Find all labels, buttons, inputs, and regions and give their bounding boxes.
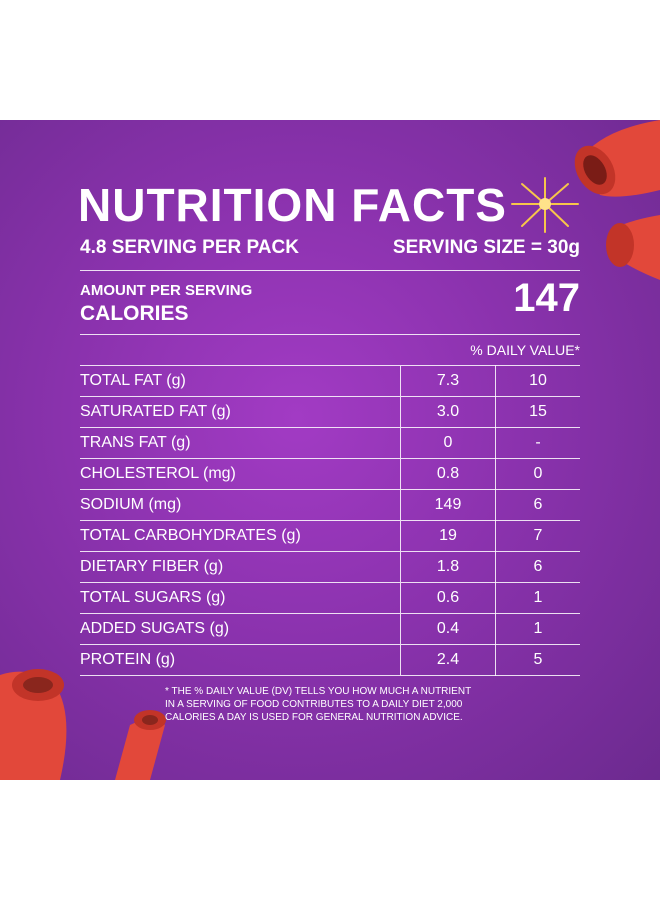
divider (80, 270, 580, 271)
nutrient-amount: 0 (400, 427, 496, 459)
nutrient-daily-value: - (495, 427, 580, 459)
table-row: TOTAL SUGARS (g) 0.6 1 (80, 582, 580, 614)
table-row: DIETARY FIBER (g) 1.8 6 (80, 551, 580, 583)
sparkle-icon (511, 177, 579, 233)
nutrient-name: TRANS FAT (g) (80, 427, 401, 459)
amount-per-serving-label: AMOUNT PER SERVING (80, 282, 253, 299)
nutrient-daily-value: 0 (495, 458, 580, 490)
nutrient-daily-value: 6 (495, 489, 580, 521)
table-row: SATURATED FAT (g) 3.0 15 (80, 396, 580, 428)
nutrient-amount: 0.4 (400, 613, 496, 645)
table-row: ADDED SUGATS (g) 0.4 1 (80, 613, 580, 645)
table-row: TOTAL CARBOHYDRATES (g) 19 7 (80, 520, 580, 552)
footnote-line: CALORIES A DAY IS USED FOR GENERAL NUTRI… (165, 712, 463, 723)
table-row: TRANS FAT (g) 0 - (80, 427, 580, 459)
calories-value: 147 (513, 276, 580, 320)
page-title: NUTRITION FACTS (78, 179, 507, 231)
nutrient-name: ADDED SUGATS (g) (80, 613, 401, 645)
table-row: TOTAL FAT (g) 7.3 10 (80, 365, 580, 397)
calories-label: CALORIES (80, 302, 189, 325)
nutrient-amount: 2.4 (400, 644, 496, 676)
table-row: SODIUM (mg) 149 6 (80, 489, 580, 521)
nutrient-daily-value: 10 (495, 365, 580, 397)
servings-per-pack: 4.8 SERVING PER PACK (80, 237, 299, 258)
nutrient-daily-value: 7 (495, 520, 580, 552)
nutrient-name: TOTAL CARBOHYDRATES (g) (80, 520, 401, 552)
nutrient-daily-value: 5 (495, 644, 580, 676)
nutrient-daily-value: 1 (495, 582, 580, 614)
nutrient-daily-value: 15 (495, 396, 580, 428)
table-row: PROTEIN (g) 2.4 5 (80, 644, 580, 676)
daily-value-header: % DAILY VALUE* (470, 342, 580, 358)
nutrient-amount: 0.8 (400, 458, 496, 490)
nutrient-daily-value: 1 (495, 613, 580, 645)
nutrient-amount: 19 (400, 520, 496, 552)
nutrient-amount: 3.0 (400, 396, 496, 428)
footnote-line: IN A SERVING OF FOOD CONTRIBUTES TO A DA… (165, 699, 463, 710)
nutrient-name: PROTEIN (g) (80, 644, 401, 676)
nutrient-name: TOTAL SUGARS (g) (80, 582, 401, 614)
nutrient-amount: 149 (400, 489, 496, 521)
divider (80, 334, 580, 335)
nutrition-panel: NUTRITION FACTS 4.8 SERVING PER PACK SER… (0, 120, 660, 780)
nutrient-amount: 7.3 (400, 365, 496, 397)
serving-size: SERVING SIZE = 30g (392, 237, 580, 258)
nutrient-name: TOTAL FAT (g) (80, 365, 401, 397)
snack-roll-bottom-left (0, 669, 166, 780)
footnote: * THE % DAILY VALUE (DV) TELLS YOU HOW M… (165, 685, 495, 724)
nutrient-name: CHOLESTEROL (mg) (80, 458, 401, 490)
nutrient-daily-value: 6 (495, 551, 580, 583)
nutrient-amount: 1.8 (400, 551, 496, 583)
snack-roll-top-right (574, 120, 660, 280)
nutrient-amount: 0.6 (400, 582, 496, 614)
nutrient-name: SODIUM (mg) (80, 489, 401, 521)
nutrient-table: TOTAL FAT (g) 7.3 10 SATURATED FAT (g) 3… (80, 365, 580, 676)
footnote-line: * THE % DAILY VALUE (DV) TELLS YOU HOW M… (165, 686, 472, 697)
table-row: CHOLESTEROL (mg) 0.8 0 (80, 458, 580, 490)
nutrient-name: SATURATED FAT (g) (80, 396, 401, 428)
nutrient-name: DIETARY FIBER (g) (80, 551, 401, 583)
